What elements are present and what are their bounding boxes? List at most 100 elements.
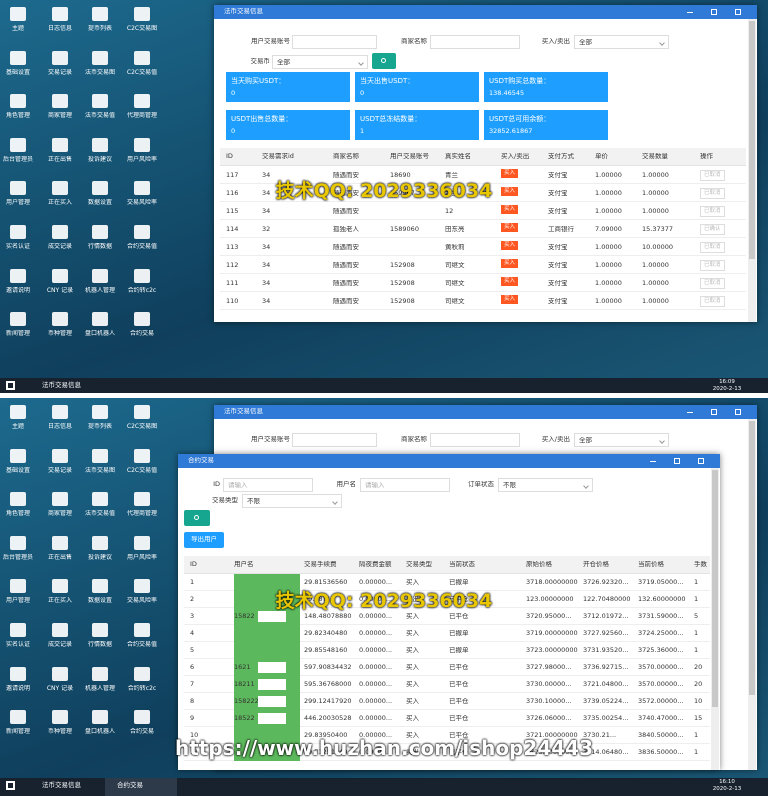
table-cell: 112 xyxy=(226,261,239,269)
stat-value: 32852.61867 xyxy=(489,128,533,135)
filter-label: 交易类型 xyxy=(212,497,238,504)
table-cell: 3736.92715... xyxy=(583,664,629,671)
table-row xyxy=(184,574,710,591)
desktop-icon xyxy=(92,623,108,637)
table-cell: 3726.92320... xyxy=(583,579,629,586)
desktop-icon-label: 正在出售 xyxy=(47,155,72,163)
row-action[interactable]: 已取消 xyxy=(700,170,725,181)
desktop-icon xyxy=(52,492,68,507)
table-cell: 3572.00000... xyxy=(638,698,684,705)
desktop-icon xyxy=(10,492,26,507)
start-button xyxy=(6,781,15,790)
desktop-icon xyxy=(134,137,150,152)
scroll-thumb xyxy=(749,421,755,695)
table-cell: 34 xyxy=(262,243,271,251)
desktop-icon-label: 新闻管理 xyxy=(5,330,30,338)
mask xyxy=(258,713,286,724)
filter-label: 订单状态 xyxy=(468,481,494,488)
table-cell: 158222 xyxy=(234,698,259,705)
table-cell: 29.71251840 xyxy=(304,749,348,756)
input: 请输入 xyxy=(360,478,450,492)
table-cell: 15 xyxy=(694,715,703,722)
table-cell: 3 xyxy=(190,613,195,620)
desktop-icon xyxy=(134,710,150,725)
table-cell: 卖出 xyxy=(406,749,419,756)
table-cell: 34 xyxy=(262,261,271,269)
row-action[interactable]: 已取消 xyxy=(700,206,725,217)
table-header-cell: 用户名 xyxy=(234,561,254,568)
table-cell: 已平仓 xyxy=(449,596,469,603)
row-action[interactable]: 已取消 xyxy=(700,188,725,199)
table-cell: 1.00000 xyxy=(642,279,669,287)
desktop-icon-label: 合约交易 xyxy=(129,330,154,338)
table-cell: 支付宝 xyxy=(548,189,568,197)
window-title: 法币交易信息 xyxy=(224,408,263,415)
input-placeholder: 请输入 xyxy=(228,482,248,489)
table-cell: 1.00000 xyxy=(642,297,669,305)
desktop-icon-label: 代理商管理 xyxy=(126,112,157,120)
table-header-cell: ID xyxy=(190,561,197,568)
desktop-icon-label: 交易风险率 xyxy=(126,597,157,605)
desktop-icon-label: 用户管理 xyxy=(5,597,30,605)
row-action[interactable]: 已取消 xyxy=(700,296,725,307)
table-cell: 支付宝 xyxy=(548,171,568,179)
table-cell: 1 xyxy=(694,596,699,603)
table-cell: 0.00000... xyxy=(359,579,393,586)
filter-label: 商家名称 xyxy=(401,436,427,443)
desktop-icon xyxy=(92,181,108,196)
row-action[interactable]: 已确认 xyxy=(700,224,725,235)
table-cell: 5 xyxy=(190,647,195,654)
select-value: 全部 xyxy=(579,437,592,444)
input xyxy=(292,433,377,447)
table-cell: 支付宝 xyxy=(548,261,568,269)
table-row xyxy=(184,659,710,676)
desktop-icon-label: C2C交易值 xyxy=(126,466,158,474)
table-cell: 买入 xyxy=(406,681,419,688)
table-cell: 已撤单 xyxy=(449,630,469,637)
desktop-icon-label: 后台管理员 xyxy=(2,155,33,163)
button[interactable]: 导出用户 xyxy=(184,532,224,548)
desktop-icon xyxy=(10,312,26,327)
table-cell: 3723.00000000 xyxy=(526,749,578,756)
button[interactable] xyxy=(184,510,210,526)
desktop-icon xyxy=(52,448,68,463)
table-cell: 116 xyxy=(226,189,239,197)
desktop-icon-label: 实名认证 xyxy=(5,243,30,250)
desktop-icon-label: 数据设置 xyxy=(87,597,112,605)
table-cell: 已平仓 xyxy=(449,698,469,705)
table-cell: 0.00000... xyxy=(359,630,393,637)
desktop-icon-label: 基础设置 xyxy=(5,466,30,474)
table-row xyxy=(184,591,710,608)
table-cell: 0.00000... xyxy=(359,698,393,705)
search-icon xyxy=(381,58,386,63)
table-cell: 29.78?? xyxy=(304,596,330,603)
taskbar-time: 16:09 xyxy=(719,379,735,385)
filter-label: 用户交易账号 xyxy=(251,38,290,45)
button[interactable] xyxy=(372,53,396,69)
desktop-icon xyxy=(52,535,68,550)
window-control xyxy=(650,458,656,462)
table-cell: 122.70480000 xyxy=(583,596,631,603)
table-cell: 3721.00000000 xyxy=(526,732,578,739)
desktop-icon-label: 角色管理 xyxy=(5,112,30,120)
desktop-icon xyxy=(10,579,26,594)
row-action[interactable]: 已取消 xyxy=(700,278,725,289)
desktop-icon-label: 盘口机器人 xyxy=(84,330,115,338)
table-header-cell: ID xyxy=(226,153,233,160)
desktop-icon xyxy=(134,448,150,463)
table-cell: 34 xyxy=(262,279,271,287)
stat-value: 1 xyxy=(360,128,365,135)
table-cell: 1.00000 xyxy=(595,297,622,305)
table-row xyxy=(220,220,746,238)
table-header-cell: 商家名称 xyxy=(333,153,359,160)
table-cell: 148.48078880 xyxy=(304,613,352,620)
desktop-icon-label: 成交记录 xyxy=(47,641,72,648)
desktop-icon-label: 邀请说明 xyxy=(5,684,30,692)
table-cell: 1 xyxy=(694,647,699,654)
desktop-icon-label: 交易记录 xyxy=(47,466,72,474)
table-cell: 3719.05000... xyxy=(638,579,684,586)
table-cell: 7.09000 xyxy=(595,225,622,233)
table-cell: 3739.05224... xyxy=(583,698,629,705)
row-action[interactable]: 已取消 xyxy=(700,260,725,271)
row-action[interactable]: 已取消 xyxy=(700,242,725,253)
